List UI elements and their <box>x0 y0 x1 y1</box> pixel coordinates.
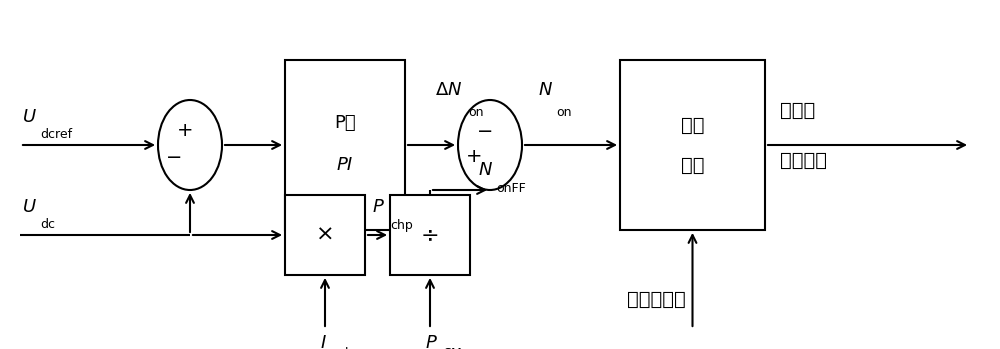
Text: −: − <box>477 121 493 141</box>
Text: dc: dc <box>40 218 55 231</box>
Bar <box>285 195 365 275</box>
Text: chp: chp <box>338 347 361 349</box>
Text: $P$: $P$ <box>425 334 438 349</box>
Text: 子模块电压: 子模块电压 <box>628 290 686 309</box>
Text: $N$: $N$ <box>538 81 553 99</box>
Text: +: + <box>177 121 193 141</box>
Text: 子模块: 子模块 <box>780 101 815 119</box>
Text: $U$: $U$ <box>22 108 37 126</box>
Text: $U$: $U$ <box>22 198 37 216</box>
Text: $\Delta N$: $\Delta N$ <box>435 81 462 99</box>
Text: SM: SM <box>443 347 462 349</box>
Text: ÷: ÷ <box>421 225 439 245</box>
Text: $N$: $N$ <box>478 161 493 179</box>
Text: 排序: 排序 <box>681 116 704 134</box>
Text: on: on <box>556 106 572 119</box>
Text: PI: PI <box>337 156 353 174</box>
Text: $I$: $I$ <box>320 334 327 349</box>
Text: +: + <box>466 148 482 166</box>
Text: −: − <box>166 148 182 166</box>
Bar <box>620 60 765 230</box>
Text: ×: × <box>316 225 334 245</box>
Text: chp: chp <box>390 218 413 231</box>
Bar <box>285 60 405 230</box>
Text: P或: P或 <box>334 114 356 132</box>
Text: $P$: $P$ <box>372 198 385 216</box>
Text: 开关信号: 开关信号 <box>780 150 827 170</box>
Text: on: on <box>468 106 484 119</box>
Text: onFF: onFF <box>496 181 526 194</box>
Text: dcref: dcref <box>40 128 72 141</box>
Bar <box>390 195 470 275</box>
Text: 均压: 均压 <box>681 156 704 174</box>
